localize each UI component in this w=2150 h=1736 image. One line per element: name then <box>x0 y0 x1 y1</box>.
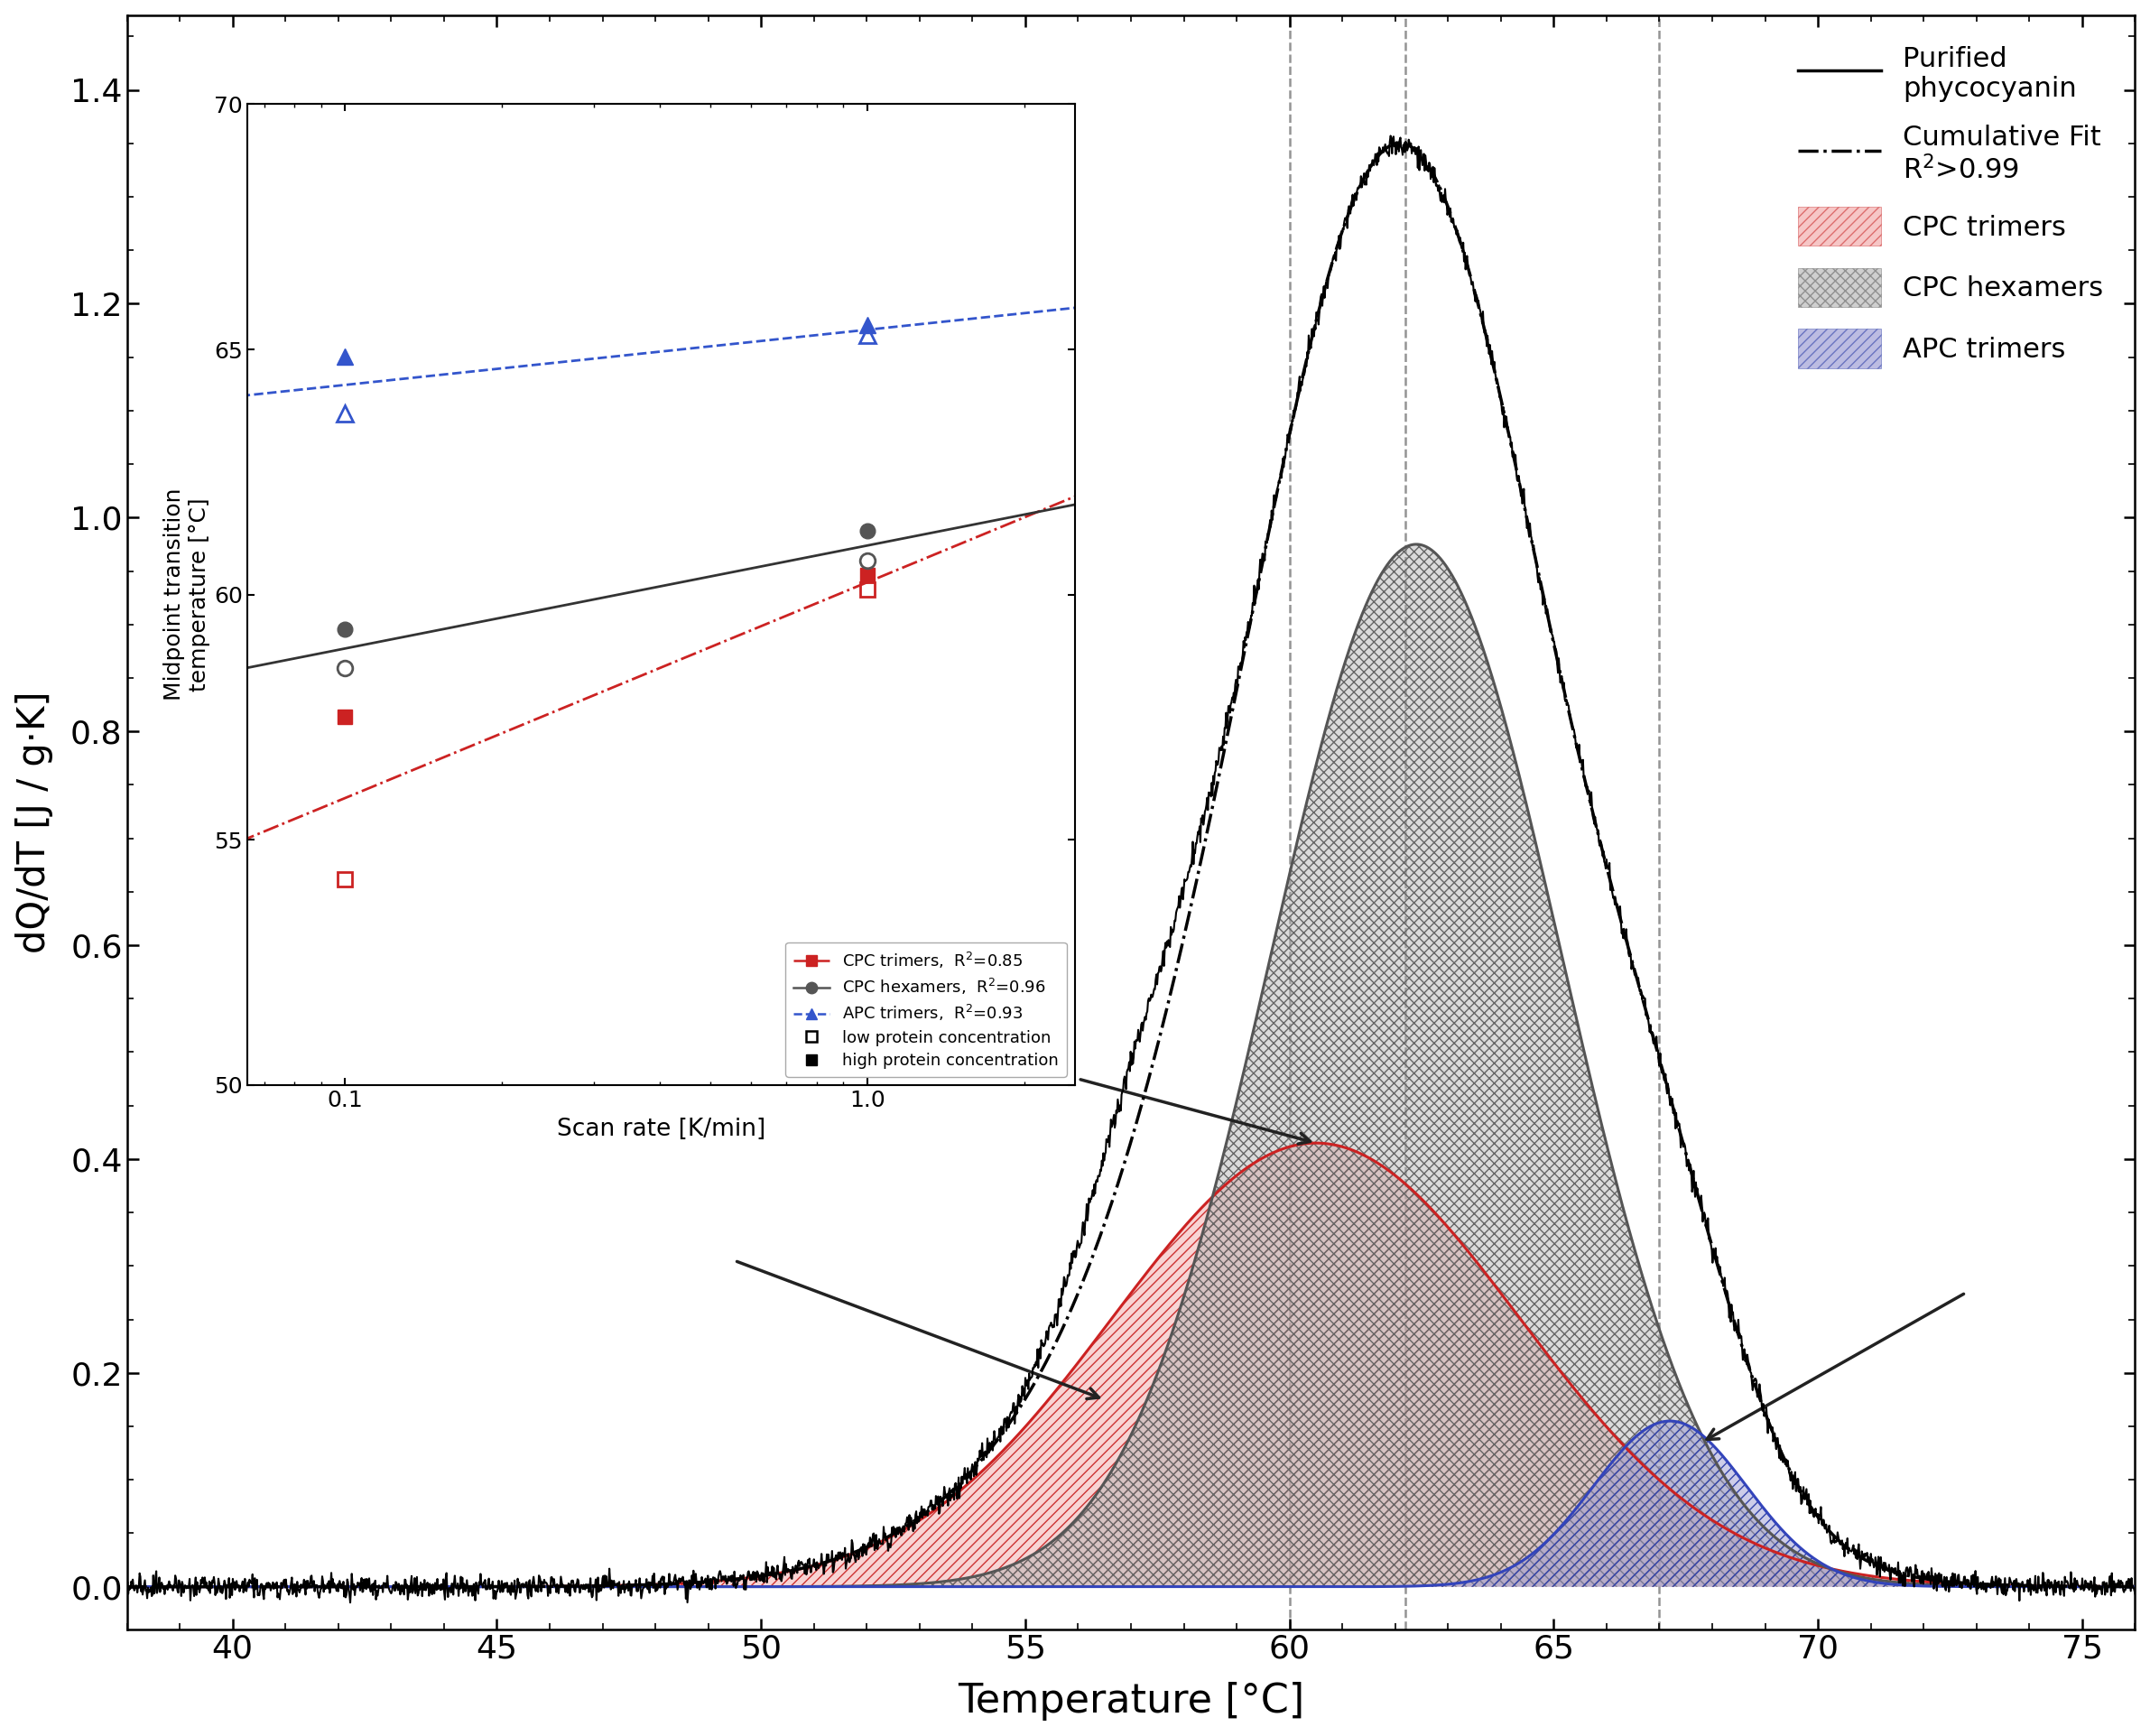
X-axis label: Temperature [°C]: Temperature [°C] <box>957 1682 1305 1720</box>
Y-axis label: Midpoint transition
temperature [°C]: Midpoint transition temperature [°C] <box>163 488 211 701</box>
X-axis label: Scan rate [K/min]: Scan rate [K/min] <box>557 1118 765 1141</box>
Legend: Purified
phycocyanin, Cumulative Fit
R$^2$>0.99, CPC trimers, CPC hexamers, APC : Purified phycocyanin, Cumulative Fit R$^… <box>1784 31 2118 382</box>
Legend: CPC trimers,  R$^2$=0.85, CPC hexamers,  R$^2$=0.96, APC trimers,  R$^2$=0.93, l: CPC trimers, R$^2$=0.85, CPC hexamers, R… <box>785 943 1066 1076</box>
Y-axis label: dQ/dT [J / g·K]: dQ/dT [J / g·K] <box>15 691 54 953</box>
